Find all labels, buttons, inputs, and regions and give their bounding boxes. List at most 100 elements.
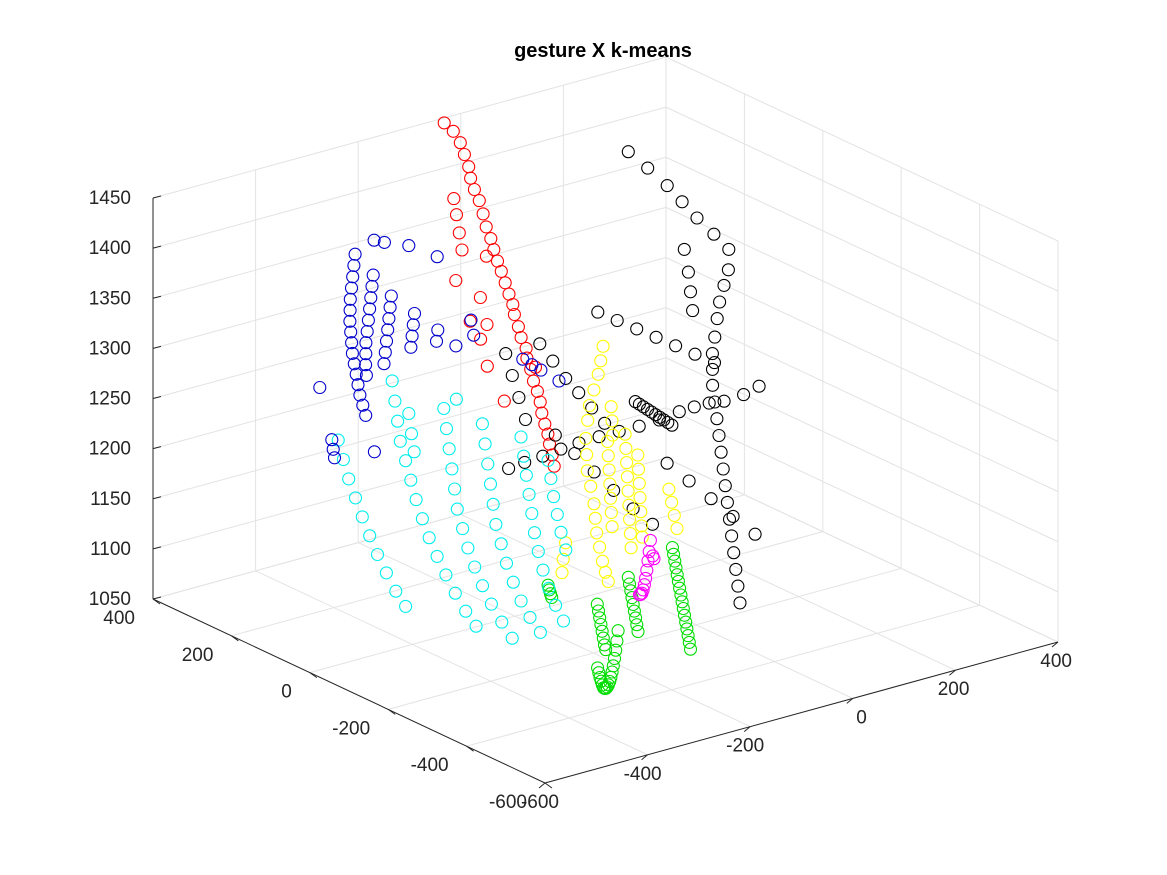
data-point bbox=[367, 233, 381, 247]
data-point bbox=[679, 615, 693, 629]
data-point bbox=[675, 595, 689, 609]
data-point bbox=[430, 250, 444, 264]
data-point bbox=[545, 590, 559, 605]
gridline-x-floor bbox=[255, 570, 648, 756]
data-point bbox=[722, 242, 736, 256]
data-point bbox=[518, 455, 532, 469]
data-point bbox=[343, 292, 357, 306]
data-point bbox=[506, 297, 520, 312]
data-point bbox=[714, 445, 728, 459]
data-point bbox=[518, 412, 533, 427]
data-point bbox=[514, 330, 528, 345]
data-point bbox=[731, 579, 745, 593]
x-tick-label: -600 bbox=[521, 792, 559, 813]
z-tick-label: 1200 bbox=[89, 439, 131, 460]
data-point bbox=[377, 235, 391, 249]
data-point bbox=[359, 408, 373, 422]
z-tick-mark bbox=[152, 596, 162, 600]
z-tick-label: 1400 bbox=[89, 238, 131, 259]
gridline-z-back-wall bbox=[152, 56, 667, 199]
data-point bbox=[588, 511, 602, 525]
data-point bbox=[594, 354, 608, 368]
gridline-z-side-wall bbox=[665, 257, 1059, 442]
data-point bbox=[581, 413, 595, 427]
data-point bbox=[409, 493, 423, 507]
data-point bbox=[619, 441, 633, 455]
data-point bbox=[605, 520, 619, 534]
data-point bbox=[356, 398, 370, 412]
data-point bbox=[690, 211, 704, 225]
data-point bbox=[384, 289, 398, 303]
data-point bbox=[604, 505, 618, 520]
data-point bbox=[527, 526, 542, 540]
data-point bbox=[683, 642, 698, 656]
data-point bbox=[707, 227, 721, 241]
data-point bbox=[686, 304, 700, 318]
data-point bbox=[582, 398, 597, 413]
data-point bbox=[712, 428, 726, 443]
data-point bbox=[494, 264, 508, 278]
data-point bbox=[707, 356, 722, 370]
data-point bbox=[506, 575, 520, 589]
data-point bbox=[587, 383, 601, 397]
gridline-z-back-wall bbox=[152, 307, 667, 450]
data-point bbox=[607, 483, 621, 497]
data-point bbox=[633, 491, 647, 505]
data-point bbox=[676, 601, 690, 616]
data-point bbox=[445, 462, 459, 476]
gridline-y-floor bbox=[388, 567, 902, 710]
data-point bbox=[660, 456, 674, 470]
data-point bbox=[607, 651, 622, 666]
data-point bbox=[585, 401, 599, 415]
gridline-y-floor bbox=[231, 494, 745, 637]
data-point bbox=[623, 527, 637, 541]
data-point bbox=[393, 434, 407, 448]
data-point bbox=[531, 544, 545, 559]
data-point bbox=[446, 124, 460, 138]
data-point bbox=[645, 517, 660, 531]
gridline-z-back-wall bbox=[152, 457, 667, 600]
data-point bbox=[379, 566, 393, 580]
data-point bbox=[475, 417, 489, 431]
data-point bbox=[635, 586, 649, 600]
gridline-z-back-wall bbox=[152, 206, 667, 349]
data-point bbox=[452, 226, 466, 240]
data-point bbox=[533, 625, 547, 639]
data-point bbox=[598, 416, 612, 430]
data-point bbox=[592, 666, 606, 680]
data-point bbox=[442, 442, 456, 456]
data-point bbox=[347, 357, 361, 371]
data-point bbox=[590, 526, 604, 540]
y-tick-label: 200 bbox=[182, 645, 214, 666]
data-point bbox=[593, 540, 607, 554]
data-point bbox=[748, 527, 762, 541]
data-point bbox=[660, 179, 674, 193]
data-point bbox=[670, 568, 684, 582]
data-point bbox=[610, 313, 624, 328]
data-point bbox=[507, 307, 521, 322]
data-point bbox=[536, 563, 550, 577]
data-point bbox=[665, 495, 679, 509]
data-point bbox=[430, 549, 444, 563]
x-tick-mark bbox=[1051, 641, 1059, 648]
data-point bbox=[439, 422, 454, 436]
x-tick-label: 200 bbox=[938, 679, 970, 700]
gridline-z-back-wall bbox=[152, 156, 667, 299]
data-point bbox=[622, 498, 636, 512]
data-point bbox=[584, 479, 598, 493]
data-point bbox=[635, 530, 649, 544]
data-point bbox=[450, 502, 464, 516]
data-point bbox=[601, 449, 615, 463]
data-point bbox=[399, 454, 413, 468]
data-point bbox=[604, 400, 618, 414]
data-point bbox=[649, 330, 663, 344]
gridline-x-floor bbox=[563, 485, 956, 671]
data-point bbox=[347, 258, 361, 273]
data-point bbox=[643, 533, 657, 547]
data-point bbox=[631, 624, 645, 639]
data-point bbox=[383, 300, 397, 314]
data-point bbox=[580, 448, 594, 462]
data-point bbox=[610, 634, 624, 648]
data-point bbox=[591, 367, 605, 381]
z-tick-label: 1050 bbox=[89, 589, 131, 610]
